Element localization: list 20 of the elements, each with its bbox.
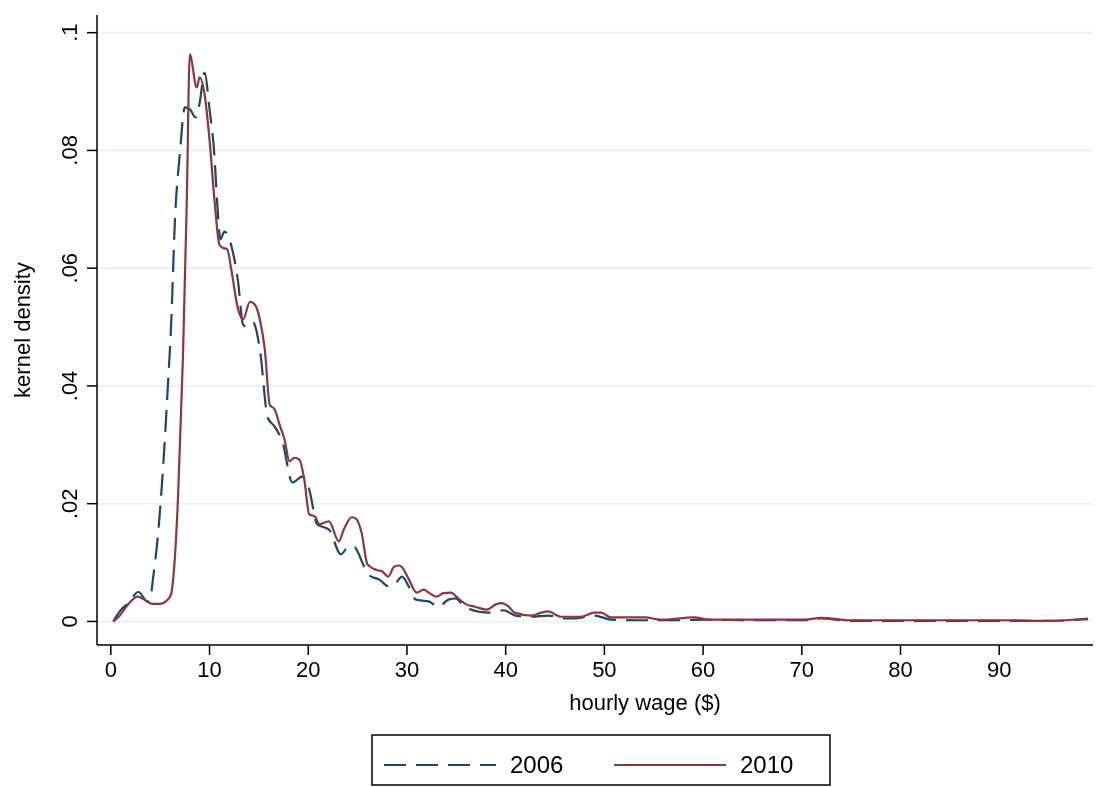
y-tick-label: .08 xyxy=(57,135,82,166)
y-tick-label: .06 xyxy=(57,252,82,284)
x-tick-label: 10 xyxy=(197,657,222,682)
x-tick-label: 0 xyxy=(104,657,117,682)
y-tick-label: 0 xyxy=(57,615,82,628)
x-tick-label: 20 xyxy=(296,657,321,682)
y-tick-label: .1 xyxy=(57,23,82,42)
x-tick-label: 70 xyxy=(789,657,815,682)
y-axis-title: kernel density xyxy=(10,262,35,398)
x-tick-label: 60 xyxy=(690,657,716,682)
y-tick-label: .02 xyxy=(57,488,82,519)
x-tick-label: 90 xyxy=(986,657,1012,682)
legend-label: 2006 xyxy=(510,751,564,778)
x-tick-label: 50 xyxy=(592,657,617,682)
x-tick-label: 40 xyxy=(493,657,518,682)
x-tick-label: 30 xyxy=(394,657,420,682)
y-tick-label: .04 xyxy=(57,370,82,402)
x-tick-label: 80 xyxy=(888,657,913,682)
legend-label: 2010 xyxy=(740,751,794,778)
x-axis-title: hourly wage ($) xyxy=(569,690,721,715)
